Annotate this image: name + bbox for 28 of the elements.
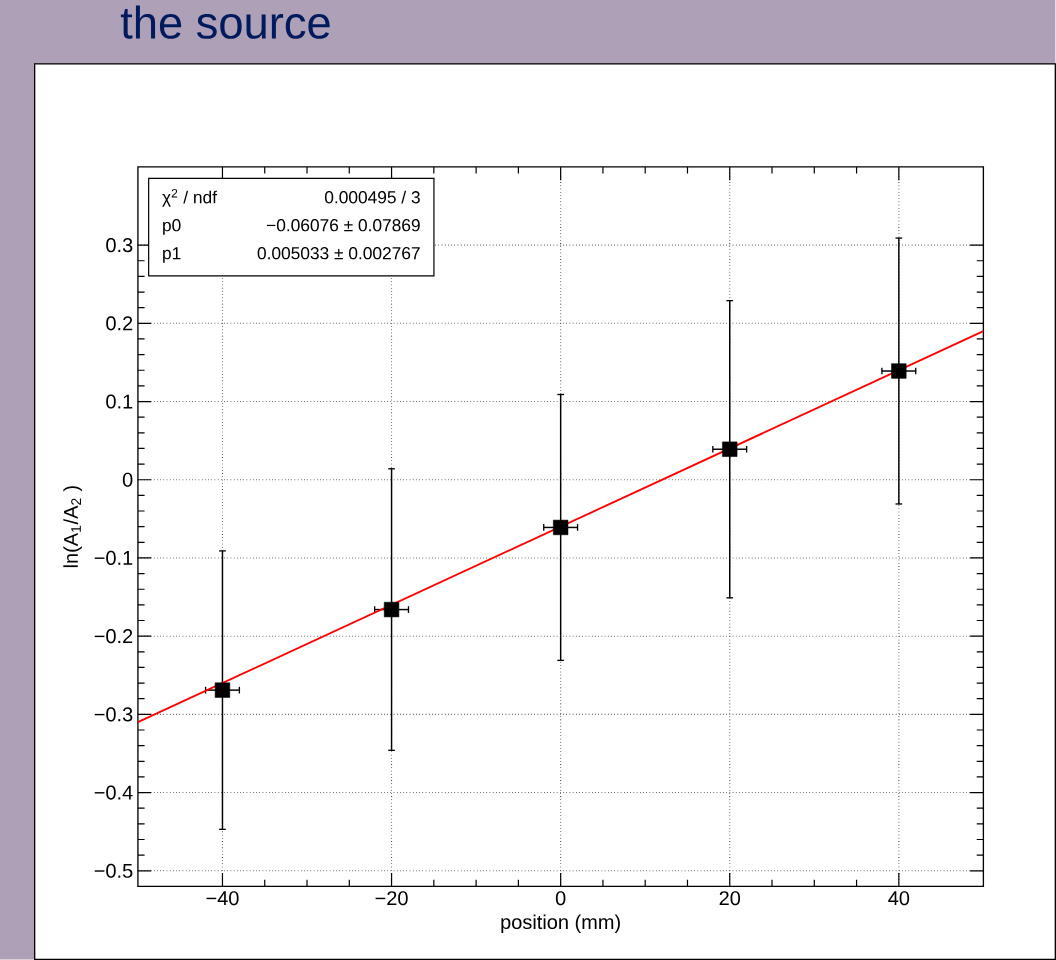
- x-axis-title: position (mm): [501, 914, 620, 934]
- y-tick-label: −0.5: [94, 863, 133, 878]
- x-tick-label: 40: [888, 891, 910, 906]
- annotation: p0: [163, 219, 181, 235]
- point: [891, 363, 907, 379]
- x-tick-label: −20: [375, 891, 408, 906]
- point: [553, 519, 569, 536]
- annotation: 0.005033 ± 0.002767: [257, 247, 420, 260]
- y-tick-label: −0.1: [94, 550, 133, 565]
- annotation: χ$^{2}$ / ndf: [162, 188, 218, 207]
- point: [722, 441, 738, 457]
- annotation: 0.000495 / 3: [324, 190, 420, 204]
- x-tick-label: 0: [555, 891, 566, 906]
- y-axis-title: ln(A$_{1}$/A$_{2}$ ): [63, 486, 82, 568]
- point: [214, 682, 231, 698]
- y-tick-label: 0.2: [106, 316, 133, 331]
- chart-title: the source: [120, 5, 330, 39]
- point: [383, 601, 400, 618]
- y-tick-label: 0: [122, 472, 133, 487]
- x-tick-label: −40: [206, 891, 239, 906]
- x-tick-label: 20: [719, 891, 741, 906]
- y-tick-label: −0.3: [94, 707, 133, 722]
- y-tick-label: 0.1: [106, 394, 133, 409]
- annotation: p1: [163, 247, 181, 263]
- y-tick-label: −0.2: [94, 629, 133, 644]
- annotation: −0.06076 ± 0.07869: [266, 219, 420, 232]
- y-tick-label: 0.3: [106, 238, 133, 253]
- y-tick-label: −0.4: [94, 785, 133, 800]
